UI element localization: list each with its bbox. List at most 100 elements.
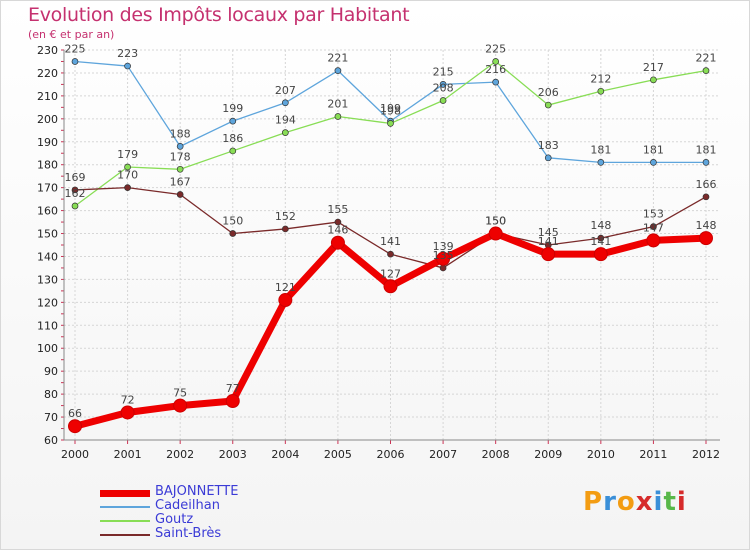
chart-title: Evolution des Impôts locaux par Habitant bbox=[28, 4, 410, 26]
data-label: 146 bbox=[327, 224, 348, 237]
series-lines bbox=[68, 58, 713, 434]
data-label: 75 bbox=[173, 387, 187, 400]
data-label: 77 bbox=[226, 382, 240, 395]
data-point bbox=[176, 191, 184, 198]
data-point bbox=[71, 202, 79, 210]
data-point bbox=[281, 129, 289, 136]
x-tick-label: 2006 bbox=[377, 448, 405, 461]
data-label: 194 bbox=[275, 114, 296, 127]
data-point bbox=[334, 67, 342, 74]
data-label: 72 bbox=[121, 393, 135, 406]
logo-letter: t bbox=[663, 487, 677, 517]
axes: 60 70 80 90 100 110 120 130 140 150 160 170 180 190 20… bbox=[37, 44, 720, 461]
data-point bbox=[71, 186, 79, 194]
data-label: 217 bbox=[643, 61, 664, 74]
x-tick-label: 2011 bbox=[639, 448, 667, 461]
logo-letter: i bbox=[653, 487, 664, 517]
x-tick-label: 2010 bbox=[587, 448, 615, 461]
data-point bbox=[646, 233, 661, 248]
data-label: 150 bbox=[222, 215, 243, 228]
data-point bbox=[544, 154, 552, 162]
data-label: 167 bbox=[170, 176, 191, 189]
data-point bbox=[702, 193, 710, 201]
data-label: 141 bbox=[538, 235, 559, 248]
data-label: 150 bbox=[485, 215, 506, 228]
legend-label: Goutz bbox=[155, 512, 194, 527]
data-point bbox=[439, 81, 447, 88]
logo-letter: r bbox=[603, 487, 617, 517]
x-tick-label: 2003 bbox=[219, 448, 247, 461]
legend-swatch bbox=[100, 489, 150, 497]
data-point bbox=[173, 398, 188, 413]
x-tick-label: 2000 bbox=[61, 448, 89, 461]
data-point bbox=[387, 250, 394, 258]
data-point bbox=[650, 223, 657, 230]
y-tick-label: 90 bbox=[44, 365, 58, 378]
data-label: 150 bbox=[485, 215, 506, 228]
data-point bbox=[124, 163, 131, 171]
data-point bbox=[597, 87, 605, 95]
data-label: 221 bbox=[327, 52, 348, 65]
legend-swatch bbox=[100, 534, 150, 536]
x-tick-label: 2007 bbox=[429, 448, 457, 461]
data-point bbox=[71, 58, 79, 65]
data-label: 141 bbox=[380, 235, 401, 248]
data-point bbox=[488, 226, 503, 241]
y-tick-label: 190 bbox=[37, 136, 58, 149]
x-tick-label: 2004 bbox=[271, 448, 299, 461]
data-point bbox=[225, 394, 240, 408]
data-label: 170 bbox=[117, 169, 138, 182]
y-tick-label: 120 bbox=[37, 296, 58, 309]
data-point bbox=[281, 225, 289, 233]
data-point bbox=[597, 159, 605, 166]
legend-label: Saint-Brès bbox=[155, 526, 222, 541]
data-point bbox=[544, 101, 552, 109]
data-label: 181 bbox=[643, 143, 664, 156]
data-label: 145 bbox=[538, 226, 559, 239]
data-label: 223 bbox=[117, 47, 138, 60]
data-point bbox=[436, 251, 451, 266]
data-label: 155 bbox=[327, 203, 348, 216]
data-label: 135 bbox=[433, 249, 454, 262]
data-label: 212 bbox=[590, 72, 611, 85]
data-point bbox=[541, 247, 556, 262]
proxiti-logo: Proxiti bbox=[583, 487, 687, 517]
data-point bbox=[702, 67, 710, 74]
data-point bbox=[334, 113, 342, 120]
data-point bbox=[330, 235, 345, 250]
legend-swatch bbox=[100, 520, 150, 522]
data-label: 169 bbox=[65, 171, 86, 184]
data-point bbox=[229, 230, 237, 237]
data-label: 201 bbox=[327, 98, 348, 111]
data-label: 181 bbox=[696, 143, 717, 156]
y-tick-label: 80 bbox=[44, 388, 58, 401]
y-tick-label: 200 bbox=[37, 113, 58, 126]
y-tick-label: 230 bbox=[37, 44, 58, 57]
y-tick-label: 140 bbox=[37, 250, 58, 263]
data-label: 199 bbox=[222, 102, 243, 115]
data-label: 181 bbox=[590, 143, 611, 156]
logo-letter: o bbox=[616, 487, 636, 517]
data-label: 225 bbox=[485, 42, 506, 55]
data-label: 216 bbox=[485, 63, 506, 76]
data-point bbox=[68, 419, 82, 434]
x-tick-label: 2012 bbox=[692, 448, 720, 461]
logo-letter: P bbox=[583, 487, 604, 517]
data-point bbox=[120, 405, 135, 420]
data-label: 208 bbox=[433, 81, 454, 94]
x-tick-label: 2001 bbox=[114, 448, 142, 461]
legend-label: BAJONNETTE bbox=[155, 484, 239, 499]
data-point bbox=[492, 78, 500, 86]
y-tick-label: 70 bbox=[44, 411, 58, 424]
data-label: 198 bbox=[380, 104, 401, 117]
x-tick-label: 2002 bbox=[166, 448, 194, 461]
data-point bbox=[176, 143, 184, 150]
data-label: 199 bbox=[380, 102, 401, 115]
logo-letter: x bbox=[635, 487, 654, 517]
data-point bbox=[702, 159, 710, 166]
data-label: 148 bbox=[696, 219, 717, 232]
data-label: 221 bbox=[696, 52, 717, 65]
y-tick-label: 160 bbox=[37, 205, 58, 218]
data-label: 147 bbox=[643, 221, 664, 234]
